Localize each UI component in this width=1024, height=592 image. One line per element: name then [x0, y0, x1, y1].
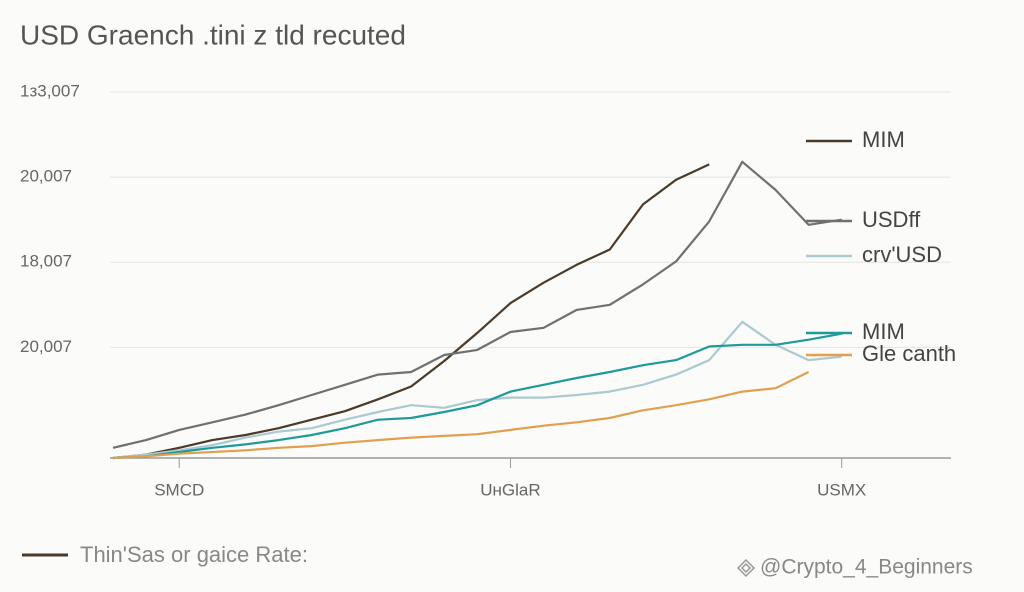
x-tick-label: USMX: [817, 480, 866, 499]
watermark-icon: [736, 558, 756, 578]
footer-legend: Thin'Sas or gaice Rate:: [80, 542, 308, 567]
y-tick-label: 20,007: [20, 167, 72, 186]
chart-title: USD Graench .tini z tld recuted: [20, 19, 406, 50]
x-tick-label: SMCD: [154, 480, 204, 499]
series-line: [112, 320, 842, 460]
y-tick-label: 20,007: [20, 337, 72, 356]
watermark: @Crypto_4_Beginners: [760, 556, 973, 579]
legend-label: USDff: [862, 207, 921, 232]
series-line: [112, 371, 810, 460]
series-line: [112, 160, 842, 449]
legend-label: Gle canth: [862, 341, 956, 366]
series-line: [112, 332, 842, 460]
y-tick-label: 18,007: [20, 252, 72, 271]
legend-label: MIM: [862, 127, 905, 152]
legend-label: MIM: [862, 319, 905, 344]
y-tick-label: 1з3,007: [20, 82, 80, 101]
series-line: [112, 163, 710, 460]
legend-label: crv'USD: [862, 242, 942, 267]
x-tick-label: UʜGlaR: [480, 480, 540, 499]
